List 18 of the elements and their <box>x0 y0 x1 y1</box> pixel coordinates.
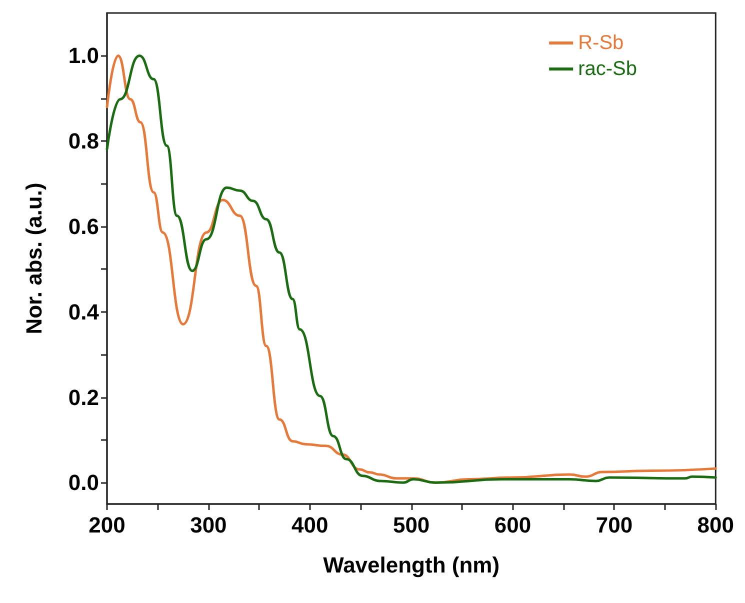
y-tick-label: 0.6 <box>68 214 99 239</box>
x-axis-title: Wavelength (nm) <box>323 552 500 578</box>
y-tick-label: 0.0 <box>68 470 99 496</box>
x-tick-label: 200 <box>88 512 126 538</box>
y-tick-label: 0.8 <box>68 128 99 154</box>
x-tick-label: 300 <box>190 512 227 538</box>
y-tick-label: 1.0 <box>68 43 99 68</box>
legend-label: rac-Sb <box>578 58 637 80</box>
y-axis-title: Nor. abs. (a.u.) <box>22 182 46 334</box>
x-tick-label: 800 <box>697 512 734 538</box>
y-tick-label: 0.4 <box>68 299 100 324</box>
x-tick-label: 500 <box>392 512 430 538</box>
line-series <box>106 54 717 484</box>
x-tick-label: 600 <box>494 512 532 538</box>
y-tick-label: 0.2 <box>68 384 99 410</box>
legend-label: R-Sb <box>578 32 624 54</box>
x-tick-label: 400 <box>292 512 328 538</box>
x-tick-label: 700 <box>596 512 633 538</box>
